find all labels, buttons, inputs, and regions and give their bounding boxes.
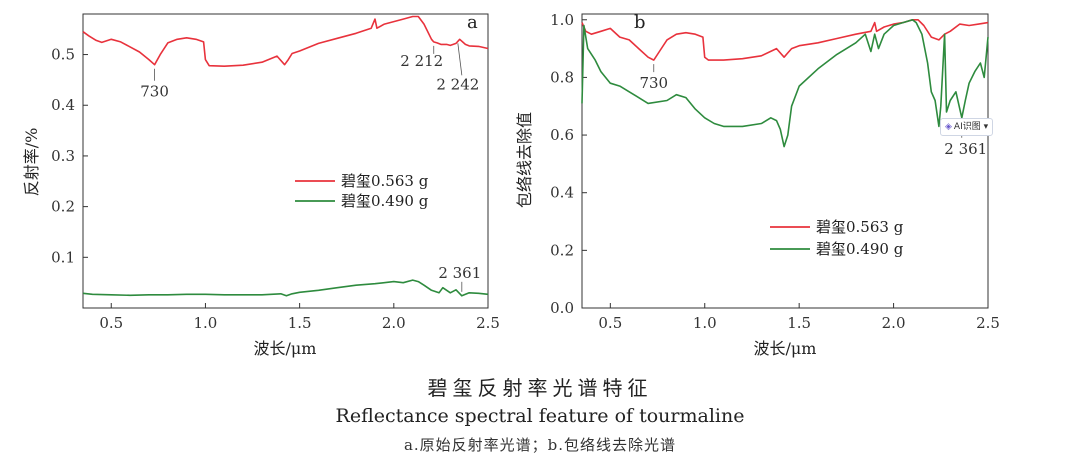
figure-caption-en: Reflectance spectral feature of tourmali… <box>335 405 745 427</box>
annotation-label: 730 <box>639 74 668 92</box>
x-tick-label: 1.0 <box>693 314 717 332</box>
panel-letter-b: b <box>634 12 646 33</box>
y-tick-label: 0.5 <box>51 46 75 64</box>
series-line-red <box>82 15 489 67</box>
panel-letter-a: a <box>467 12 478 33</box>
y-tick-label: 0.4 <box>51 96 75 114</box>
y-tick-label: 0.8 <box>550 68 574 86</box>
annotation-label: 2 361 <box>944 140 987 158</box>
x-tick-label: 1.5 <box>787 314 811 332</box>
chart-panel-a: 0.1 0.2 0.3 0.4 0.5 0.5 1.0 1.5 2.0 2.5 730 2 212… <box>22 12 500 358</box>
x-tick-label: 2.0 <box>382 314 406 332</box>
x-axis-title-a: 波长/μm <box>254 339 317 358</box>
y-axis-title-a: 反射率/% <box>22 128 41 197</box>
figure: 0.1 0.2 0.3 0.4 0.5 0.5 1.0 1.5 2.0 2.5 730 2 212… <box>22 11 1000 358</box>
ai-recognize-badge[interactable]: ◈ AI识图 ▾ <box>940 118 994 136</box>
ai-recognize-icon: ◈ <box>945 122 952 132</box>
ai-recognize-label: AI识图 <box>953 122 981 132</box>
x-tick-label: 0.5 <box>598 314 622 332</box>
series-line-green <box>82 279 489 297</box>
x-axis-title-b: 波长/μm <box>754 339 817 358</box>
series-line-green <box>581 19 989 148</box>
y-tick-label: 0.2 <box>550 241 574 259</box>
figure-caption-sub: a.原始反射率光谱；b.包络线去除光谱 <box>403 436 677 454</box>
y-tick-label: 0.1 <box>51 248 75 266</box>
y-tick-label: 0.2 <box>51 198 75 216</box>
plot-frame-a <box>82 13 489 309</box>
y-tick-label: 0.4 <box>550 184 574 202</box>
legend-label: 碧玺0.563 g <box>341 172 429 190</box>
annotation-label: 730 <box>140 83 169 101</box>
y-tick-label: 0.3 <box>51 147 75 165</box>
chart-panel-b: 0.0 0.2 0.4 0.6 0.8 1.0 0.5 1.0 1.5 2.0 2.5 730 2 … <box>515 11 1000 358</box>
y-tick-label: 0.6 <box>550 126 574 144</box>
x-tick-label: 2.5 <box>976 314 1000 332</box>
chevron-down-icon: ▾ <box>980 122 989 132</box>
figure-caption-zh: 碧玺反射率光谱特征 <box>427 376 653 400</box>
x-tick-label: 2.0 <box>882 314 906 332</box>
annotation-label: 2 212 <box>400 52 443 70</box>
x-tick-label: 1.5 <box>288 314 312 332</box>
legend-label: 碧玺0.490 g <box>341 192 429 210</box>
x-tick-label: 0.5 <box>99 314 123 332</box>
legend-label: 碧玺0.490 g <box>816 240 904 258</box>
plot-frame-b <box>581 13 989 309</box>
annotation-label: 2 361 <box>438 264 481 282</box>
series-line-red <box>581 19 989 61</box>
annotation-label: 2 242 <box>436 75 479 93</box>
x-tick-label: 1.0 <box>194 314 218 332</box>
x-tick-label: 2.5 <box>476 314 500 332</box>
y-axis-title-b: 包络线去除值 <box>515 112 534 208</box>
annotation-leader <box>457 43 463 76</box>
y-tick-label: 0.0 <box>550 299 574 317</box>
y-tick-label: 1.0 <box>550 11 574 29</box>
legend-label: 碧玺0.563 g <box>816 218 904 236</box>
